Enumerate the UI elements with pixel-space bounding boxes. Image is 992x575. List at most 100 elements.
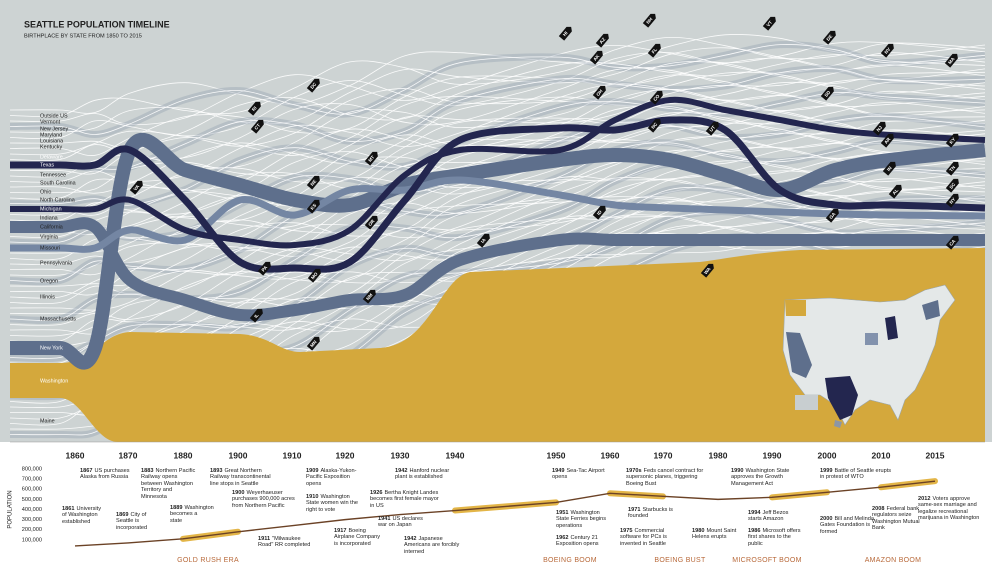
flow-line (9, 167, 986, 326)
tag-shape (476, 233, 490, 248)
flow-highlight (9, 217, 985, 322)
highlight-flows (9, 96, 986, 370)
event-year: 1994 (748, 510, 761, 516)
tag: NJ (872, 121, 886, 136)
tag-label: CT (253, 123, 261, 131)
event-year: 1861 (62, 506, 75, 512)
event-year: 2008 (872, 506, 885, 512)
event: 1883 Northern Pacific Railway opens betwe… (141, 468, 199, 500)
tag-shape (249, 308, 263, 323)
flow-highlight (10, 116, 986, 273)
x-tick-label: 1870 (119, 450, 138, 460)
tag: WA (700, 263, 714, 278)
event-year: 1926 (370, 490, 383, 496)
flow-line (9, 140, 986, 283)
tag: DC (306, 78, 320, 93)
tag-shape (945, 193, 959, 208)
tag: NM (362, 289, 376, 304)
tag-shape (945, 161, 959, 176)
tag-label: GA (828, 211, 837, 220)
tag: KY (945, 133, 959, 148)
event-year: 1869 (116, 512, 129, 518)
x-tick-label: 2015 (926, 450, 945, 460)
tag-label: IN (886, 165, 893, 172)
event-year: 1911 (258, 536, 271, 542)
x-tick-label: 2000 (818, 450, 837, 460)
event-year: 2000 (820, 516, 833, 522)
tag-shape (306, 336, 320, 351)
flow-line (9, 111, 986, 239)
tag-shape (592, 85, 606, 100)
tag-shape (592, 205, 606, 220)
tag: TN (945, 161, 959, 176)
tag-label: KY (948, 137, 956, 145)
event-year: 1917 (334, 528, 347, 534)
tag-label: NH (645, 16, 654, 25)
event-year: 1986 (748, 528, 761, 534)
tag: MO (307, 268, 321, 283)
state-label: Louisiana (40, 138, 63, 144)
flow-line (9, 51, 986, 140)
event-text: Microsoft offers first shares to the pub… (748, 528, 801, 547)
event-year: 1910 (306, 494, 319, 500)
flow-line (9, 98, 986, 216)
y-tick-label: 700,000 (22, 477, 42, 483)
era-label: MICROSOFT BOOM (732, 557, 802, 564)
tag: AR (880, 133, 894, 148)
tag-label: MN (309, 339, 318, 348)
event-year: 1942 (395, 468, 408, 474)
event: 1893 Great Northern Railway transcontinen… (210, 468, 280, 487)
population-line (74, 480, 936, 547)
tag-shape (762, 16, 776, 31)
event-year: 1990 (731, 468, 744, 474)
tag-label: FL (651, 47, 659, 55)
x-tick-label: 1990 (763, 450, 782, 460)
event: 1910 Washington State women win the right… (306, 494, 361, 513)
era-label: GOLD RUSH ERA (177, 557, 239, 564)
event: 1962 Century 21 Exposition opens (556, 535, 611, 548)
state-label: Washington (40, 378, 68, 384)
tag-shape (306, 199, 320, 214)
state-label: Oregon (40, 278, 58, 284)
tag: IN (882, 161, 896, 176)
state-label: New Jersey (40, 126, 68, 132)
tag-label: NC (650, 121, 659, 130)
tag-shape (129, 180, 143, 195)
tag-label: SD (823, 89, 831, 98)
state-label: Pennsylvania (40, 260, 72, 266)
flow-line (9, 170, 986, 335)
event: 1909 Alaska-Yukon-Pacific Exposition open… (306, 468, 361, 487)
tag: NE (306, 175, 320, 190)
event: 1970s Feds cancel contract for supersonic… (626, 468, 706, 487)
event-text: Washington becomes a state (170, 505, 214, 524)
tag-label: PA (261, 264, 269, 272)
event-text: Northern Pacific Railway opens between W… (141, 468, 196, 500)
event: 1975 Commercial software for PCs is inven… (620, 528, 675, 547)
tag: NY (945, 193, 959, 208)
tag-label: UT (708, 125, 716, 133)
state-label: Missouri (40, 245, 60, 251)
flow-line (9, 136, 986, 277)
tag-label: CA (948, 238, 957, 247)
x-tick-label: 1860 (66, 450, 85, 460)
state-label: Michigan (40, 206, 62, 212)
flow-line (9, 34, 986, 114)
event-text: Century 21 Exposition opens (556, 535, 599, 548)
tag: GA (825, 208, 839, 223)
event-text: Voters approve same-sex marriage and leg… (918, 496, 980, 522)
flow-line (9, 187, 986, 360)
event-text: Federal bank regulators seize Washington… (872, 506, 920, 532)
event-text: US purchases Alaska from Russia (80, 468, 130, 481)
subtitle: BIRTHPLACE BY STATE FROM 1850 TO 2015 (24, 33, 142, 39)
tag: OR (364, 215, 378, 230)
tag-shape (820, 86, 834, 101)
event-year: 1889 (170, 505, 183, 511)
population-chart: 100,000 200,000 300,000 400,000 500,000 600,0… (8, 450, 945, 547)
event-year: 1971 (628, 507, 641, 513)
x-tick-label: 1970 (654, 450, 673, 460)
event-text: Washington State Ferries begins operatio… (556, 510, 607, 529)
event-text: Washington State women win the right to … (306, 494, 358, 513)
x-tick-label: 1930 (391, 450, 410, 460)
